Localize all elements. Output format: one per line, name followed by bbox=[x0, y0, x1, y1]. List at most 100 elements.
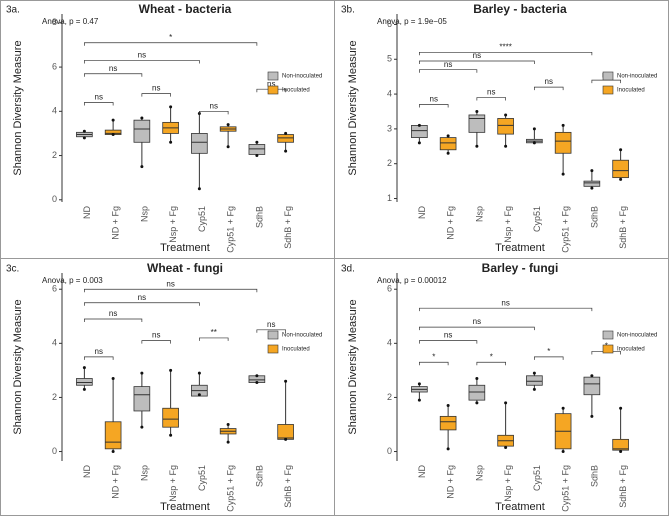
point bbox=[197, 371, 201, 375]
x-tick-label: Cyp51 + Fg bbox=[226, 465, 236, 512]
significance-label: ns bbox=[152, 331, 160, 340]
box bbox=[411, 125, 428, 138]
y-tick-label: 4 bbox=[52, 106, 57, 116]
x-tick-label: SdhB + Fg bbox=[283, 206, 293, 249]
point bbox=[111, 376, 115, 380]
y-tick-label: 6 bbox=[52, 61, 57, 71]
point bbox=[417, 382, 421, 386]
significance-label: ns bbox=[109, 309, 117, 318]
x-tick-label: ND bbox=[82, 465, 92, 478]
point bbox=[561, 123, 565, 127]
y-tick-label: 4 bbox=[387, 88, 392, 98]
x-tick-label: ND bbox=[417, 465, 427, 478]
point bbox=[504, 113, 508, 117]
box bbox=[104, 421, 122, 450]
box bbox=[248, 144, 266, 155]
x-tick-label: Cyp51 bbox=[532, 206, 542, 232]
point bbox=[226, 123, 230, 127]
legend-swatch bbox=[602, 330, 614, 340]
x-tick-label: Nsp bbox=[139, 465, 149, 481]
legend-label: Inoculated bbox=[282, 88, 310, 94]
significance-bracket bbox=[534, 86, 564, 91]
point bbox=[82, 366, 86, 370]
panel-label: 3a. bbox=[6, 5, 20, 16]
box bbox=[76, 378, 93, 386]
significance-bracket bbox=[199, 110, 229, 115]
point bbox=[619, 450, 623, 454]
point bbox=[226, 440, 230, 444]
y-tick-label: 4 bbox=[387, 338, 392, 348]
point bbox=[475, 144, 479, 148]
significance-bracket bbox=[199, 337, 229, 341]
point bbox=[169, 140, 173, 144]
significance-label: ns bbox=[545, 77, 553, 86]
point bbox=[532, 371, 536, 375]
x-tick-label: ND bbox=[417, 206, 427, 219]
point bbox=[197, 187, 201, 191]
legend-label: Non-inoculated bbox=[282, 74, 322, 80]
significance-label: **** bbox=[499, 42, 511, 51]
x-axis-title: Treatment bbox=[160, 242, 210, 254]
box bbox=[583, 180, 601, 187]
panel-label: 3c. bbox=[6, 264, 19, 275]
significance-label: ns bbox=[95, 93, 103, 102]
legend-swatch bbox=[267, 85, 279, 95]
significance-bracket bbox=[476, 361, 506, 366]
box bbox=[526, 375, 543, 386]
point bbox=[590, 374, 594, 378]
significance-label: ns bbox=[210, 101, 218, 110]
x-axis-title: Treatment bbox=[495, 242, 545, 254]
x-tick-label: Cyp51 + Fg bbox=[226, 206, 236, 253]
point bbox=[197, 393, 201, 397]
x-tick-label: SdhB bbox=[254, 465, 264, 487]
legend-swatch bbox=[267, 71, 279, 81]
point bbox=[590, 186, 594, 190]
legend-swatch bbox=[602, 85, 614, 95]
significance-label: ns bbox=[430, 95, 438, 104]
significance-bracket bbox=[84, 302, 200, 306]
chart-title: Wheat - fungi bbox=[147, 261, 223, 275]
significance-label: ns bbox=[473, 317, 481, 326]
point bbox=[590, 169, 594, 173]
point bbox=[255, 374, 259, 378]
box bbox=[439, 415, 457, 431]
y-tick-label: 3 bbox=[387, 123, 392, 133]
y-tick-label: 0 bbox=[52, 194, 57, 204]
legend-label: Inoculated bbox=[282, 347, 310, 353]
significance-label: ns bbox=[444, 60, 452, 69]
point bbox=[619, 148, 623, 152]
point bbox=[475, 109, 479, 113]
legend-label: Non-inoculated bbox=[617, 74, 657, 80]
box bbox=[554, 131, 572, 154]
panel: 3c. Wheat - fungi Anova, p = 0.003 Shannon … bbox=[6, 261, 322, 513]
point bbox=[417, 398, 421, 402]
box bbox=[468, 384, 486, 401]
significance-bracket bbox=[419, 69, 478, 73]
point bbox=[111, 133, 115, 137]
legend-label: Non-inoculated bbox=[282, 333, 322, 339]
point bbox=[619, 406, 623, 410]
legend-swatch bbox=[267, 344, 279, 354]
significance-label: ns bbox=[95, 347, 103, 356]
point bbox=[417, 123, 421, 127]
point bbox=[111, 450, 115, 454]
x-tick-label: SdhB + Fg bbox=[618, 206, 628, 249]
anova-label: Anova, p = 0.00012 bbox=[377, 276, 447, 285]
significance-label: * bbox=[432, 352, 435, 361]
point bbox=[619, 177, 623, 181]
point bbox=[82, 387, 86, 391]
y-tick-label: 2 bbox=[387, 392, 392, 402]
point bbox=[561, 450, 565, 454]
x-tick-label: SdhB bbox=[589, 465, 599, 487]
chart-title: Barley - bacteria bbox=[473, 2, 567, 16]
x-axis-title: Treatment bbox=[495, 501, 545, 513]
x-tick-label: ND + Fg bbox=[111, 465, 121, 499]
point bbox=[169, 368, 173, 372]
x-tick-label: Cyp51 bbox=[197, 206, 207, 232]
point bbox=[140, 165, 144, 169]
significance-label: ns bbox=[487, 88, 495, 97]
x-tick-label: SdhB + Fg bbox=[283, 465, 293, 508]
x-tick-label: Cyp51 + Fg bbox=[561, 465, 571, 512]
significance-label: * bbox=[169, 33, 172, 42]
